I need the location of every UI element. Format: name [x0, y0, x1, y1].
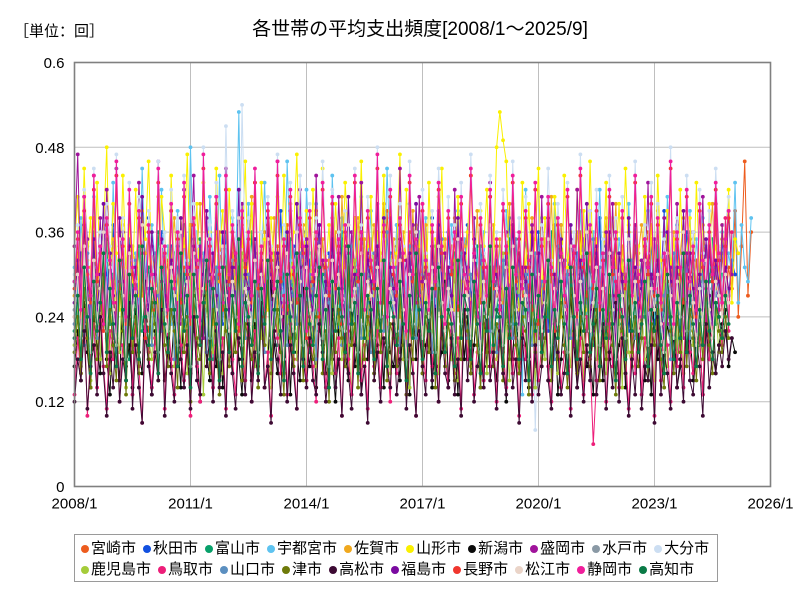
legend-label: 水戸市	[602, 540, 648, 557]
legend-label: 山形市	[416, 540, 462, 557]
series-lines	[72, 103, 754, 446]
legend-label: 静岡市	[587, 561, 633, 578]
legend-label: 新潟市	[478, 540, 524, 557]
x-tick-label: 2011/1	[168, 496, 213, 513]
legend-item-盛岡市[interactable]: 盛岡市	[530, 541, 585, 556]
legend-marker-icon	[468, 544, 477, 553]
line-chart-svg: 00.120.240.360.480.6 2008/1 2011/1 2014/1 2…	[35, 55, 794, 513]
legend-marker-icon	[391, 565, 400, 574]
plot-frame	[73, 61, 772, 488]
legend-marker-icon	[205, 544, 214, 553]
legend-label: 大分市	[664, 540, 710, 557]
x-tick-label: 2008/1	[52, 496, 98, 513]
legend-item-静岡市[interactable]: 静岡市	[577, 562, 632, 577]
legend-item-松江市[interactable]: 松江市	[515, 562, 570, 577]
legend-label: 佐賀市	[354, 540, 400, 557]
legend-marker-icon	[81, 565, 89, 574]
series-18	[72, 152, 731, 340]
legend-item-富山市[interactable]: 富山市	[205, 541, 260, 556]
y-tick-label: 0.48	[35, 140, 64, 157]
legend-marker-icon	[530, 544, 539, 553]
legend-marker-icon	[592, 544, 601, 553]
legend-item-鹿児島市[interactable]: 鹿児島市	[81, 562, 151, 577]
legend-item-山形市[interactable]: 山形市	[406, 541, 461, 556]
series-19	[72, 237, 731, 390]
legend-item-高松市[interactable]: 高松市	[329, 562, 384, 577]
legend-row-1: 宮崎市 秋田市 富山市 宇都宮市 佐賀市 山形市 新潟市 盛岡市 水戸市 大分市	[81, 538, 711, 559]
legend-item-大分市[interactable]: 大分市	[654, 541, 709, 556]
legend-marker-icon	[282, 565, 291, 574]
legend-item-秋田市[interactable]: 秋田市	[143, 541, 198, 556]
x-tick-label: 2026/1	[748, 496, 794, 513]
legend-marker-icon	[220, 565, 229, 574]
legend-marker-icon	[267, 544, 276, 553]
legend-label: 津市	[292, 561, 323, 578]
legend-marker-icon	[453, 565, 462, 574]
legend-marker-icon	[143, 544, 152, 553]
legend-marker-icon	[81, 544, 89, 553]
legend-item-水戸市[interactable]: 水戸市	[592, 541, 647, 556]
y-tick-label: 0.36	[35, 225, 64, 242]
legend-label: 鳥取市	[168, 561, 214, 578]
legend-marker-icon	[639, 565, 648, 574]
legend-marker-icon	[515, 565, 524, 574]
legend-marker-icon	[577, 565, 586, 574]
legend-label: 松江市	[525, 561, 571, 578]
unit-label: ［単位：回］	[14, 23, 105, 40]
legend-label: 長野市	[463, 561, 509, 578]
x-tick-label: 2014/1	[284, 496, 330, 513]
legend-row-2: 鹿児島市 鳥取市 山口市 津市 高松市 福島市 長野市 松江市 静岡市 高知市	[81, 559, 711, 580]
legend-marker-icon	[654, 544, 663, 553]
legend-item-佐賀市[interactable]: 佐賀市	[344, 541, 399, 556]
legend-item-津市[interactable]: 津市	[282, 562, 322, 577]
legend-item-宇都宮市[interactable]: 宇都宮市	[267, 541, 337, 556]
x-axis-ticks: 2008/1 2011/1 2014/1 2017/1 2020/1 2023/1 2026…	[52, 496, 794, 513]
legend-item-鳥取市[interactable]: 鳥取市	[158, 562, 213, 577]
y-tick-label: 0.12	[35, 394, 64, 411]
x-tick-label: 2023/1	[632, 496, 678, 513]
legend-label: 高知市	[649, 561, 695, 578]
legend-item-新潟市[interactable]: 新潟市	[468, 541, 523, 556]
x-tick-label: 2017/1	[400, 496, 446, 513]
legend-label: 高松市	[339, 561, 385, 578]
legend-marker-icon	[158, 565, 167, 574]
y-tick-label: 0.24	[35, 309, 64, 326]
legend-label: 富山市	[215, 540, 261, 557]
legend-label: 盛岡市	[540, 540, 586, 557]
chart-title: 各世帯の平均支出頻度[2008/1〜2025/9]	[252, 19, 588, 40]
legend-marker-icon	[344, 544, 353, 553]
legend-label: 福島市	[401, 561, 447, 578]
legend-item-宮崎市[interactable]: 宮崎市	[81, 541, 136, 556]
legend-label: 秋田市	[153, 540, 199, 557]
legend-item-山口市[interactable]: 山口市	[220, 562, 275, 577]
y-tick-label: 0	[56, 479, 64, 496]
legend-item-福島市[interactable]: 福島市	[391, 562, 446, 577]
legend-marker-icon	[406, 544, 415, 553]
legend-label: 鹿児島市	[91, 561, 152, 578]
legend: 宮崎市 秋田市 富山市 宇都宮市 佐賀市 山形市 新潟市 盛岡市 水戸市 大分市 鹿児島市 鳥取市山…	[74, 534, 718, 582]
legend-label: 山口市	[230, 561, 276, 578]
legend-item-長野市[interactable]: 長野市	[453, 562, 508, 577]
legend-marker-icon	[329, 565, 338, 574]
y-tick-label: 0.6	[44, 55, 65, 72]
legend-label: 宇都宮市	[277, 540, 338, 557]
x-tick-label: 2020/1	[516, 496, 562, 513]
plot-area: 0 0.12 0.24 0.36 0.48 0.6 2008/1 2011/1 2014/1 2…	[35, 55, 794, 513]
legend-label: 宮崎市	[91, 540, 137, 557]
legend-item-高知市[interactable]: 高知市	[639, 562, 694, 577]
y-axis-ticks: 0 0.12 0.24 0.36 0.48 0.6	[35, 55, 64, 496]
